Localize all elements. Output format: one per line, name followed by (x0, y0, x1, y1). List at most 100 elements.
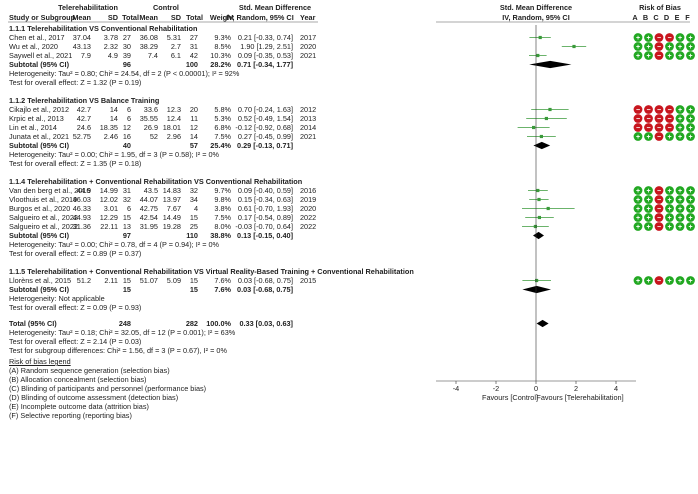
study-effect-square (537, 197, 541, 202)
study-mean2: 52 (149, 132, 158, 141)
legend-item: (F) Selective reporting (reporting bias) (9, 411, 132, 420)
study-mean2: 7.4 (147, 51, 158, 60)
study-effect-square (535, 278, 539, 283)
rob-symbol: + (646, 134, 650, 141)
study-sd2: 2.96 (166, 132, 181, 141)
study-total2: 34 (189, 195, 198, 204)
header-total1: Total (122, 13, 139, 22)
rob-symbol: − (657, 206, 661, 213)
header-plot-title: Std. Mean Difference (499, 3, 573, 12)
rob-dot (633, 204, 643, 213)
subgroup-title: 1.1.1 Telerehabilitation VS Conventional… (9, 24, 198, 33)
rob-dot (686, 33, 695, 42)
study-total1: 15 (122, 213, 131, 222)
study-total1: 32 (122, 195, 131, 204)
study-total1: 6 (126, 204, 131, 213)
total-total1: 248 (118, 319, 131, 328)
subtotal-total2: 100 (185, 60, 198, 69)
subtotal-weight: 38.8% (210, 231, 231, 240)
subtotal-effect-ci: 0.71 [-0.34, 1.77] (237, 60, 293, 69)
study-total1: 13 (122, 222, 131, 231)
study-year: 2016 (300, 186, 317, 195)
rob-dot (654, 105, 664, 114)
study-sd1: 22.11 (100, 222, 118, 231)
study-total2: 15 (189, 276, 198, 285)
study-total2: 14 (189, 132, 198, 141)
heterogeneity-text: Heterogeneity: Tau² = 0.00; Chi² = 1.95,… (9, 150, 220, 159)
rob-dot (665, 195, 674, 204)
study-sd1: 12.02 (99, 195, 118, 204)
study-sd2: 2.7 (170, 42, 181, 51)
rob-dot (675, 123, 685, 132)
study-name: Llorèns et al., 2015 (9, 276, 72, 285)
study-weight: 7.6% (214, 276, 231, 285)
rob-symbol: + (667, 188, 671, 195)
header-rob-col: C (653, 13, 659, 22)
study-mean2: 35.55 (139, 114, 158, 123)
rob-symbol: + (667, 134, 671, 141)
study-effect-square (572, 44, 576, 49)
rob-dot (654, 33, 664, 42)
study-sd1: 18.35 (99, 123, 118, 132)
rob-dot (644, 114, 653, 123)
legend-item: (C) Blinding of participants and personn… (9, 384, 207, 393)
subgroup-title: 1.1.4 Telerehabilitation + Conventional … (9, 177, 303, 186)
subtotal-label: Subtotal (95% CI) (9, 285, 69, 294)
study-effect-ci: 0.27 [-0.45, 0.99] (237, 132, 293, 141)
rob-symbol: + (678, 188, 682, 195)
study-mean2: 44.07 (139, 195, 158, 204)
study-year: 2022 (300, 222, 317, 231)
rob-dot (633, 51, 643, 60)
rob-symbol: + (646, 215, 650, 222)
rob-dot (633, 123, 643, 132)
header-rob-col: D (663, 13, 670, 22)
rob-symbol: + (667, 206, 671, 213)
total-overall-effect-text: Test for overall effect: Z = 2.14 (P = 0… (9, 337, 142, 346)
study-total1: 30 (122, 42, 131, 51)
rob-symbol: + (636, 53, 640, 60)
rob-dot (633, 276, 643, 285)
x-axis-tick-label: 2 (573, 384, 579, 393)
study-total2: 42 (189, 51, 198, 60)
study-sd1: 2.11 (104, 276, 118, 285)
header-group1: Telerehabilitation (58, 3, 118, 12)
study-mean1: 46.03 (72, 195, 91, 204)
study-year: 2013 (300, 114, 317, 123)
rob-symbol: + (667, 278, 671, 285)
rob-dot (686, 51, 695, 60)
rob-dot (633, 42, 643, 51)
rob-symbol: + (688, 116, 692, 123)
rob-symbol: + (646, 278, 650, 285)
study-name: Saywell et al., 2021 (9, 51, 73, 60)
rob-dot (686, 195, 695, 204)
header-rob-col: F (685, 13, 690, 22)
rob-symbol: + (678, 278, 682, 285)
rob-dot (665, 204, 674, 213)
study-effect-ci: -0.12 [-0.92, 0.68] (235, 123, 293, 132)
study-mean1: 51.2 (76, 276, 91, 285)
rob-symbol: + (667, 44, 671, 51)
study-sd1: 3.78 (103, 33, 118, 42)
rob-dot (665, 114, 674, 123)
overall-effect-text: Test for overall effect: Z = 1.35 (P = 0… (9, 159, 142, 168)
subtotal-effect-ci: 0.29 [-0.13, 0.71] (237, 141, 293, 150)
subtotal-total2: 110 (186, 231, 198, 240)
subtotal-diamond (533, 231, 544, 240)
rob-symbol: + (636, 278, 640, 285)
rob-dot (686, 276, 695, 285)
subtotal-effect-ci: 0.03 [-0.68, 0.75] (237, 285, 293, 294)
rob-symbol: + (636, 35, 640, 42)
rob-symbol: + (678, 107, 682, 114)
study-total2: 31 (189, 42, 198, 51)
rob-symbol: + (636, 215, 640, 222)
x-axis-tick-label: 4 (613, 384, 619, 393)
rob-symbol: + (678, 134, 682, 141)
study-mean2: 42.54 (139, 213, 158, 222)
subtotal-weight: 28.2% (210, 60, 231, 69)
rob-symbol: + (688, 206, 692, 213)
subtotal-weight: 7.6% (214, 285, 231, 294)
header-sd2: SD (170, 13, 181, 22)
header-rob-col: B (642, 13, 649, 22)
legend-item: (B) Allocation concealment (selection bi… (9, 375, 147, 384)
rob-dot (665, 105, 674, 114)
